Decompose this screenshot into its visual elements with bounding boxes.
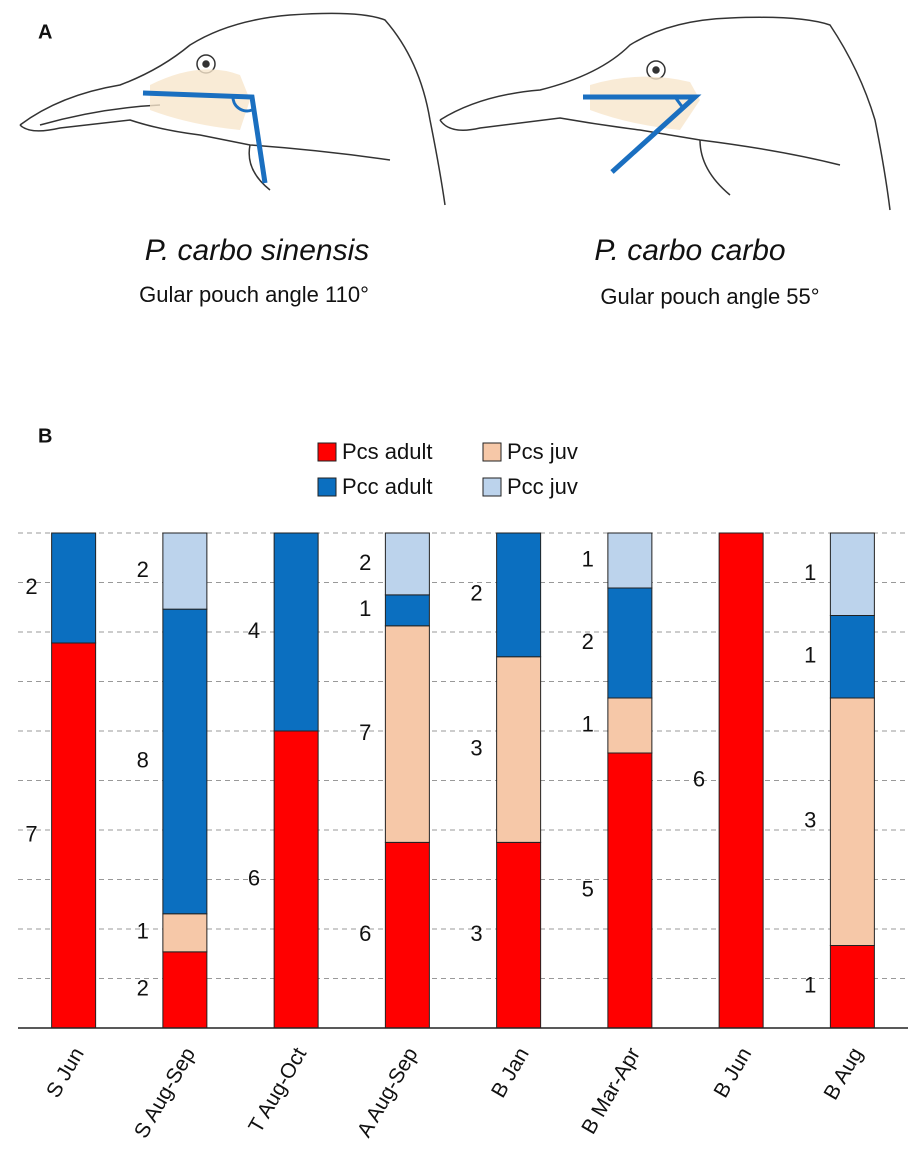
panel-label: A <box>38 21 52 43</box>
value-label: 2 <box>137 976 149 1001</box>
value-label: 8 <box>137 747 149 772</box>
legend-swatch <box>482 442 502 462</box>
bar-segment <box>51 532 97 644</box>
bar-segment <box>829 532 875 616</box>
x-tick-label: B Aug <box>820 1044 868 1104</box>
value-label: 2 <box>25 574 37 599</box>
bar-segment <box>162 913 208 953</box>
value-label: 2 <box>582 629 594 654</box>
species-name: P. carbo carbo <box>594 234 785 267</box>
bar-segment <box>607 697 653 754</box>
legend-swatch <box>317 477 337 497</box>
legend-label: Pcc juv <box>507 474 578 499</box>
value-label: 4 <box>248 618 260 643</box>
value-label: 1 <box>582 711 594 736</box>
bar-segment <box>384 841 430 1029</box>
species-caption: Gular pouch angle 110° <box>139 282 369 307</box>
bar-segment <box>607 587 653 699</box>
value-label: 3 <box>804 808 816 833</box>
value-label: 5 <box>582 876 594 901</box>
bar-segment <box>162 951 208 1029</box>
value-label: 3 <box>470 735 482 760</box>
panel-label: B <box>38 425 52 447</box>
species-name: P. carbo sinensis <box>145 234 370 267</box>
value-label: 1 <box>804 560 816 585</box>
angle-lines <box>142 90 702 184</box>
value-label: 2 <box>359 550 371 575</box>
bar-segment <box>384 532 430 596</box>
value-label: 1 <box>137 919 149 944</box>
legend-label: Pcs adult <box>342 439 433 464</box>
bar-segment <box>829 615 875 699</box>
x-tick-label: B Jan <box>487 1044 534 1102</box>
value-label: 2 <box>470 581 482 606</box>
bar-segment <box>384 625 430 843</box>
value-label: 1 <box>804 973 816 998</box>
legend-label: Pcc adult <box>342 474 433 499</box>
gular-pouch <box>590 76 700 130</box>
legend-swatch <box>482 477 502 497</box>
x-tick-label: S Aug-Sep <box>130 1044 200 1142</box>
value-label: 7 <box>359 720 371 745</box>
bar-segment <box>384 594 430 627</box>
gular-pouch <box>150 69 250 130</box>
x-tick-label: S Jun <box>42 1044 89 1102</box>
bar-segment <box>273 532 319 732</box>
chart: Pcs adult Pcs juv Pcc adult Pcc juv 7 2 S Jun 2… <box>18 439 908 1142</box>
value-label: 6 <box>248 865 260 890</box>
legend-swatch <box>317 442 337 462</box>
value-label: 1 <box>804 643 816 668</box>
bar-segment <box>829 697 875 946</box>
bar-segment <box>718 532 764 1029</box>
bar-segment <box>273 730 319 1029</box>
bar-segment <box>496 656 542 843</box>
bar-segment <box>607 752 653 1029</box>
bar-segment <box>829 945 875 1029</box>
bar-segment <box>496 532 542 658</box>
x-tick-label: B Jun <box>709 1044 756 1102</box>
x-tick-label: T Aug-Oct <box>244 1044 311 1137</box>
value-label: 7 <box>25 821 37 846</box>
value-label: 2 <box>137 557 149 582</box>
bar-segment <box>162 532 208 610</box>
legend-label: Pcs juv <box>507 439 578 464</box>
value-label: 6 <box>693 766 705 791</box>
bar-segment <box>51 642 97 1029</box>
x-tick-label: A Aug-Sep <box>353 1044 423 1141</box>
bar-segment <box>162 608 208 915</box>
value-label: 1 <box>582 546 594 571</box>
value-label: 3 <box>470 921 482 946</box>
species-caption: Gular pouch angle 55° <box>600 284 819 309</box>
x-tick-label: B Mar-Apr <box>577 1044 645 1138</box>
bar-segment <box>496 841 542 1029</box>
value-label: 1 <box>359 596 371 621</box>
bar-segment <box>607 532 653 589</box>
bird-sketch <box>19 12 891 211</box>
value-label: 6 <box>359 921 371 946</box>
